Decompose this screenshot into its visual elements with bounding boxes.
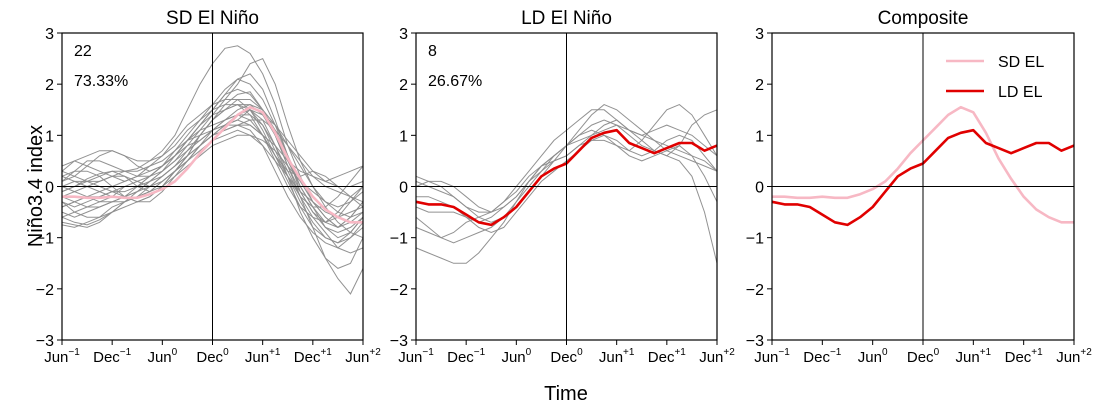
y-tick-label: −3 — [36, 333, 54, 350]
y-tick-label: 1 — [45, 128, 54, 145]
panel-title: Composite — [878, 8, 969, 29]
legend-label-sd: SD EL — [998, 54, 1044, 71]
y-tick-label: 2 — [399, 77, 408, 94]
y-tick-label: 3 — [45, 26, 54, 43]
y-tick-label: −2 — [36, 282, 54, 299]
x-tick-label: Dec−1 — [93, 347, 132, 366]
y-tick-label: 2 — [45, 77, 54, 94]
y-tick-label: 1 — [755, 128, 764, 145]
y-tick-label: −1 — [746, 231, 764, 248]
percent-annotation: 26.67% — [428, 73, 482, 90]
legend: SD EL LD EL — [946, 54, 1044, 101]
x-tick-label: Dec0 — [550, 347, 583, 366]
count-annotation: 22 — [74, 43, 92, 60]
x-tick-label: Jun−1 — [44, 347, 80, 366]
y-tick-label: 3 — [399, 26, 408, 43]
x-tick-label: Jun−1 — [398, 347, 434, 366]
x-tick-label: Jun+1 — [599, 347, 635, 366]
panel-title: SD El Niño — [166, 8, 259, 29]
x-tick-label: Jun+1 — [245, 347, 281, 366]
y-tick-label: 0 — [45, 180, 54, 197]
y-tick-label: 3 — [755, 26, 764, 43]
y-tick-label: 1 — [399, 128, 408, 145]
y-tick-label: −3 — [746, 333, 764, 350]
y-tick-label: 0 — [399, 180, 408, 197]
y-tick-label: −2 — [746, 282, 764, 299]
count-annotation: 8 — [428, 43, 437, 60]
y-tick-label: −3 — [390, 333, 408, 350]
x-tick-label: Jun+2 — [345, 347, 381, 366]
y-tick-label: 2 — [755, 77, 764, 94]
x-tick-label: Dec+1 — [648, 347, 687, 366]
x-tick-label: Jun+2 — [1056, 347, 1092, 366]
x-axis-label: Time — [544, 383, 588, 405]
x-tick-label: Jun+1 — [956, 347, 992, 366]
x-tick-label: Dec0 — [907, 347, 940, 366]
x-tick-label: Dec−1 — [803, 347, 842, 366]
y-tick-label: −1 — [390, 231, 408, 248]
y-tick-label: −2 — [390, 282, 408, 299]
x-tick-label: Jun+2 — [699, 347, 735, 366]
y-tick-label: −1 — [36, 231, 54, 248]
x-tick-label: Jun0 — [501, 347, 531, 366]
x-tick-label: Jun0 — [858, 347, 888, 366]
x-tick-label: Dec+1 — [294, 347, 333, 366]
panel-title: LD El Niño — [521, 8, 612, 29]
legend-label-ld: LD EL — [998, 84, 1043, 101]
x-tick-label: Jun0 — [147, 347, 177, 366]
y-axis-label: Niño3.4 index — [25, 125, 47, 247]
percent-annotation: 73.33% — [74, 73, 128, 90]
y-tick-label: 0 — [755, 180, 764, 197]
x-tick-label: Dec−1 — [447, 347, 486, 366]
x-tick-label: Dec+1 — [1005, 347, 1044, 366]
x-tick-label: Dec0 — [196, 347, 229, 366]
x-tick-label: Jun−1 — [754, 347, 790, 366]
